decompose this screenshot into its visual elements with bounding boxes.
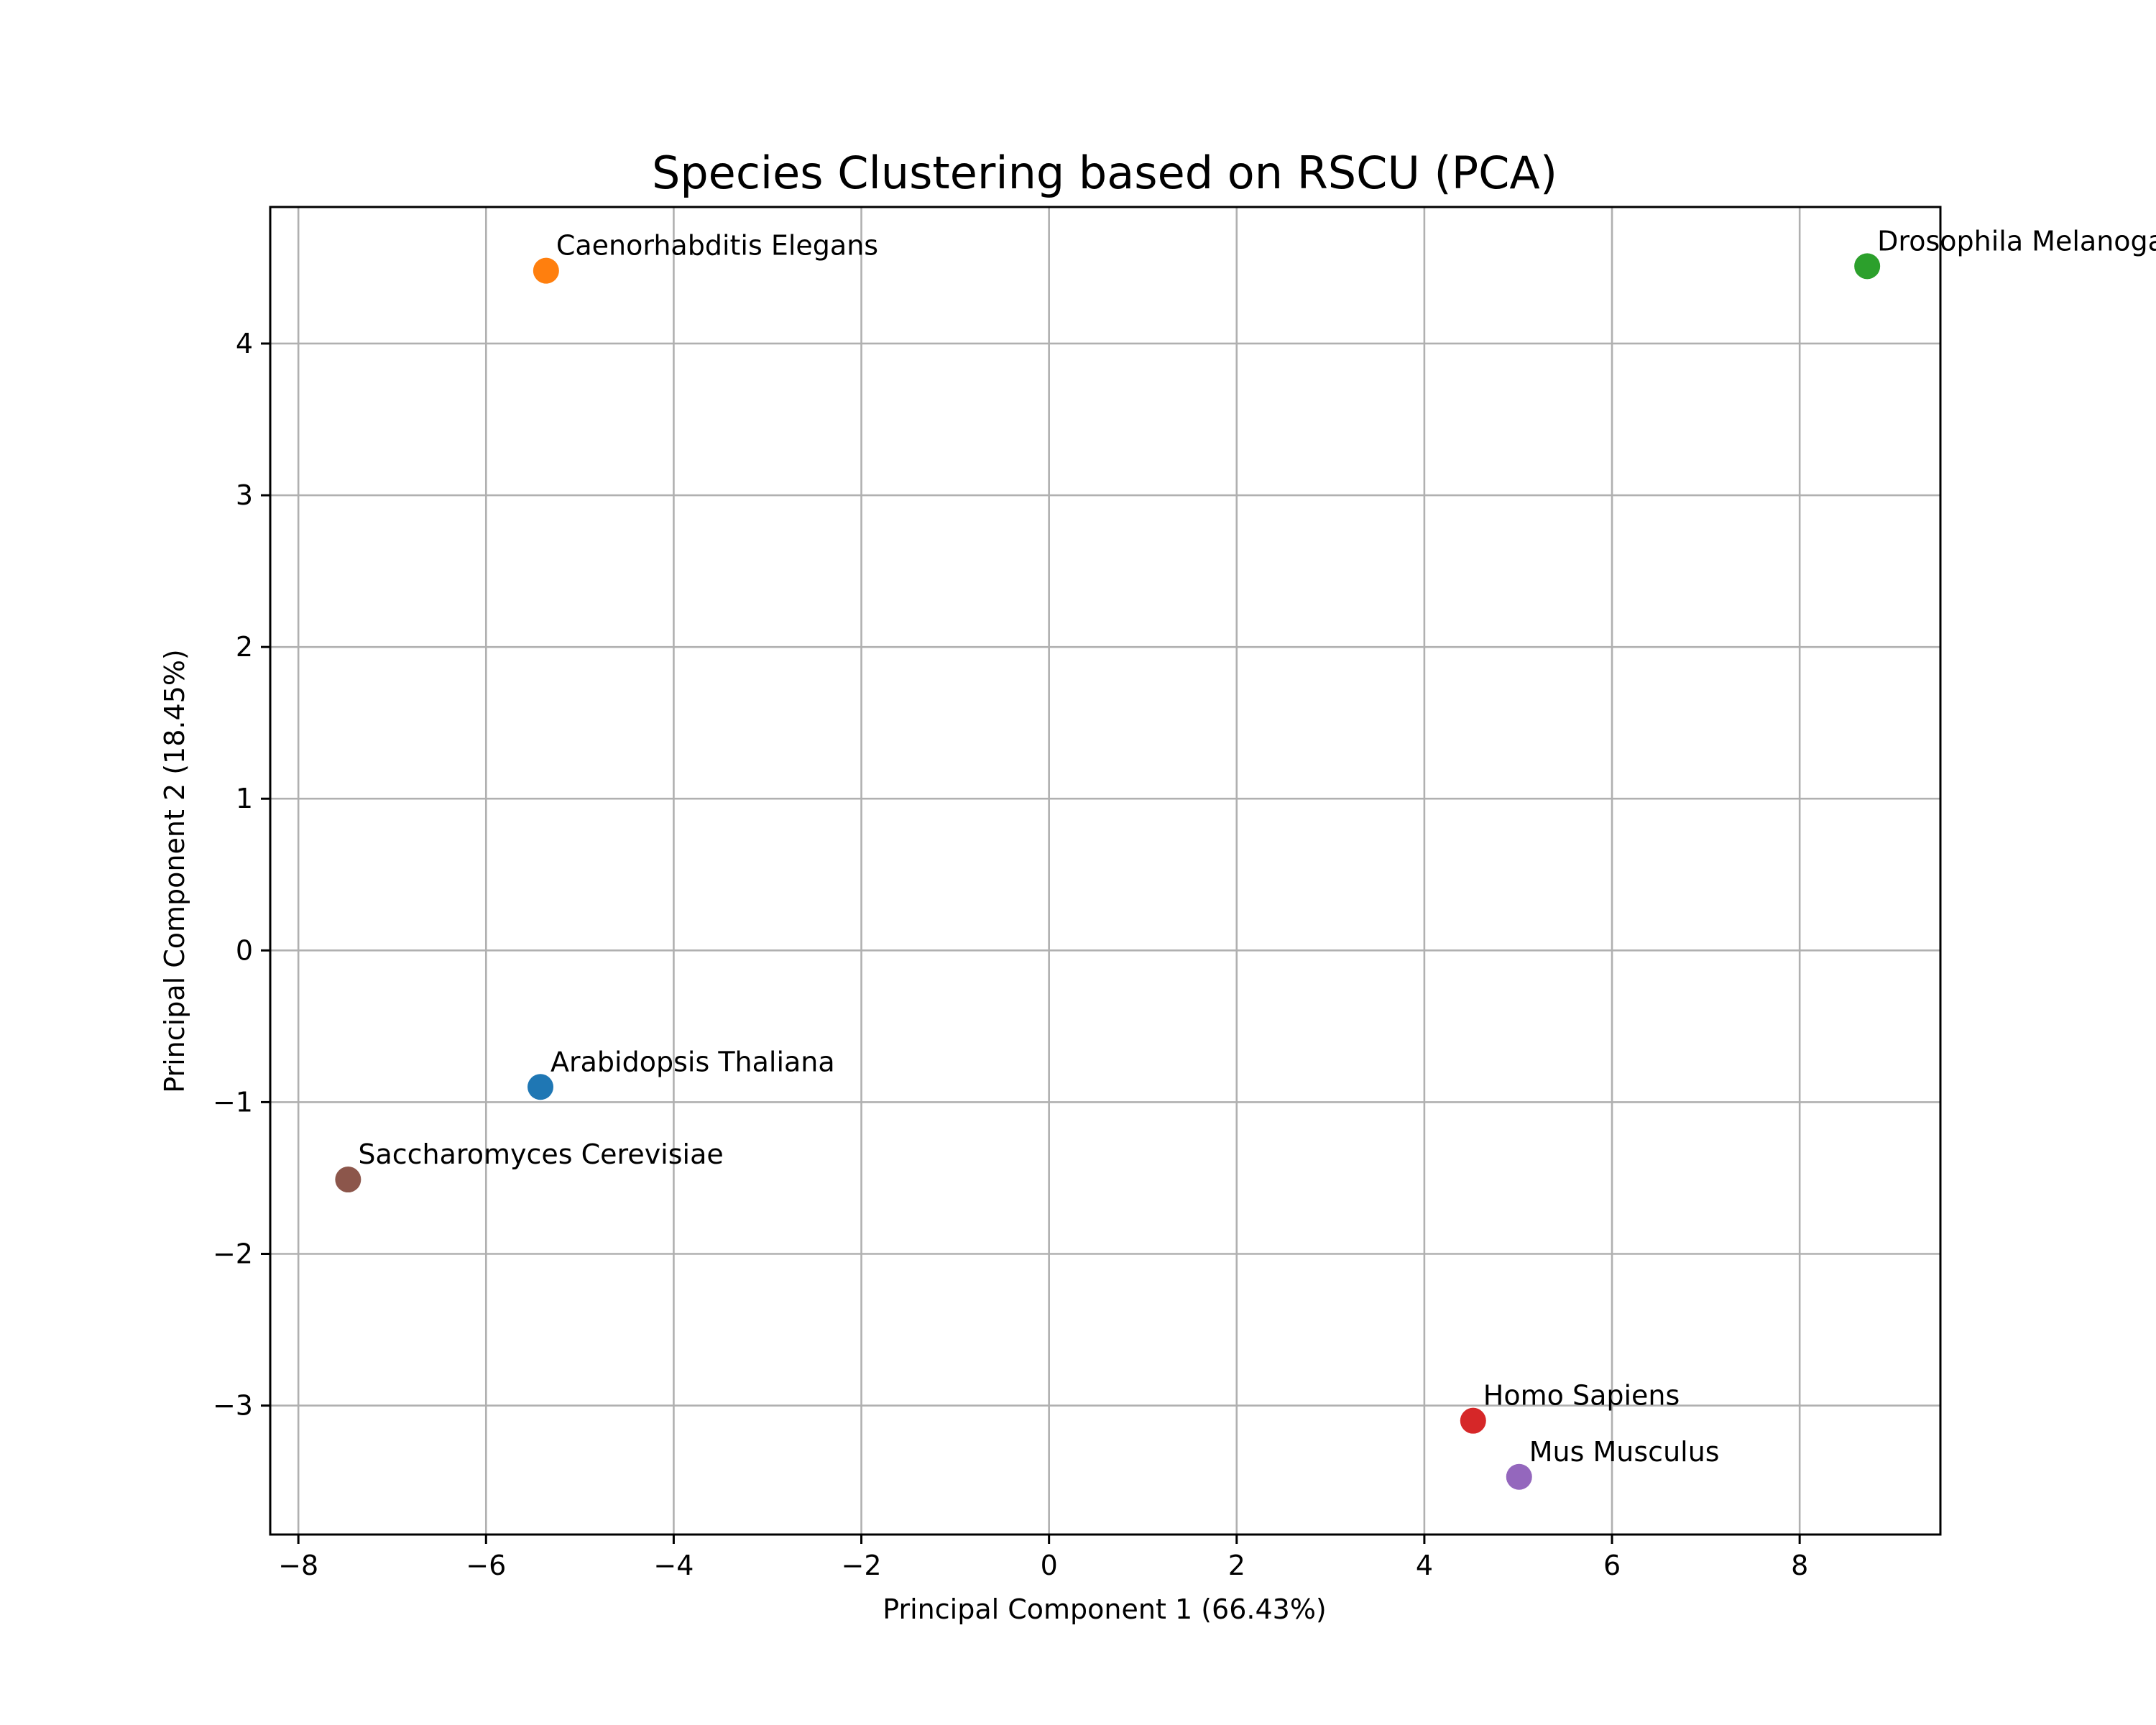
x-axis-label: Principal Component 1 (66.43%) bbox=[883, 1593, 1327, 1625]
chart-title: Species Clustering based on RSCU (PCA) bbox=[652, 147, 1557, 199]
data-point-label: Arabidopsis Thaliana bbox=[550, 1046, 835, 1077]
data-point bbox=[335, 1167, 361, 1193]
data-point-label: Homo Sapiens bbox=[1483, 1380, 1680, 1412]
y-tick-label: 2 bbox=[236, 631, 253, 663]
data-points bbox=[335, 253, 1881, 1490]
y-tick-label: −3 bbox=[213, 1390, 253, 1422]
x-tick-label: 2 bbox=[1228, 1550, 1245, 1581]
x-tick-label: −4 bbox=[653, 1550, 694, 1581]
plot-frame bbox=[269, 206, 1942, 1536]
data-point-label: Mus Musculus bbox=[1529, 1436, 1720, 1468]
y-tick-label: −1 bbox=[213, 1086, 253, 1118]
data-point bbox=[1506, 1463, 1532, 1490]
grid bbox=[270, 207, 1940, 1535]
y-tick-label: 4 bbox=[236, 328, 253, 359]
data-point bbox=[1460, 1407, 1486, 1434]
data-point-label: Caenorhabditis Elegans bbox=[556, 230, 878, 262]
x-tick-label: 6 bbox=[1603, 1550, 1621, 1581]
x-tick-label: 0 bbox=[1041, 1550, 1058, 1581]
data-point bbox=[533, 257, 559, 284]
y-tick-label: 3 bbox=[236, 479, 253, 511]
y-tick-label: 1 bbox=[236, 783, 253, 814]
x-tick-label: 8 bbox=[1791, 1550, 1808, 1581]
x-tick-label: −6 bbox=[466, 1550, 506, 1581]
y-axis-label: Principal Component 2 (18.45%) bbox=[159, 649, 190, 1093]
data-point bbox=[1854, 253, 1881, 280]
x-tick-label: −8 bbox=[278, 1550, 318, 1581]
data-point-label: Saccharomyces Cerevisiae bbox=[358, 1138, 723, 1170]
y-tick-label: 0 bbox=[236, 934, 253, 966]
point-labels: Arabidopsis Thaliana Caenorhabditis Elega… bbox=[358, 225, 2156, 1467]
axis-ticks: −8 −6 −4 −2 0 2 4 6 8 −3 −2 −1 0 1 2 3 4 bbox=[213, 328, 1808, 1581]
data-point bbox=[528, 1074, 554, 1100]
x-tick-label: −2 bbox=[842, 1550, 882, 1581]
data-point-label: Drosophila Melanogaster bbox=[1877, 225, 2156, 257]
x-tick-label: 4 bbox=[1416, 1550, 1433, 1581]
y-tick-label: −2 bbox=[213, 1238, 253, 1269]
